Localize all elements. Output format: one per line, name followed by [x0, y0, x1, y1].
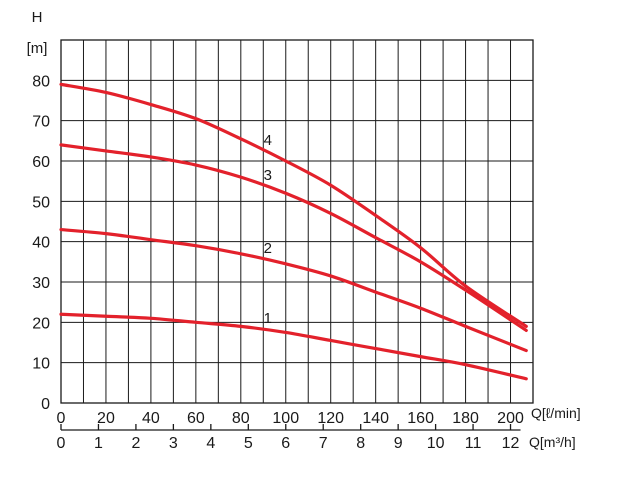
series-line-3 — [59, 143, 528, 332]
series-label-1: 1 — [264, 310, 272, 327]
series-group: 1 2 3 4 — [59, 82, 528, 381]
series-label-2: 2 — [264, 240, 272, 257]
x-tick-label: 120 — [317, 410, 344, 427]
y-tick-label: 60 — [32, 154, 50, 171]
y-tick-label: 0 — [41, 396, 50, 413]
y-tick-label: 30 — [32, 275, 50, 292]
y-axis-label: H — [32, 9, 43, 26]
labels: H [m] Q[ℓ/min] Q[m³/h] — [27, 9, 581, 450]
y-tick-label: 40 — [32, 235, 50, 252]
series-line-4 — [59, 82, 528, 328]
grid — [60, 39, 534, 404]
y-tick-label: 70 — [32, 114, 50, 131]
y-axis-unit: [m] — [27, 40, 48, 57]
x-tick-label: 60 — [187, 410, 205, 427]
plot-frame — [60, 39, 534, 404]
x2-tick-label: 8 — [356, 435, 365, 452]
x2-tick-label: 12 — [502, 435, 520, 452]
x2-tick-label: 4 — [206, 435, 215, 452]
series-label-4: 4 — [264, 132, 272, 149]
x2-tick-label: 3 — [169, 435, 178, 452]
x-tick-label: 160 — [407, 410, 434, 427]
x-tick-label: 180 — [452, 410, 479, 427]
series-line-1 — [59, 312, 528, 381]
x-tick-label: 100 — [272, 410, 299, 427]
x-tick-label: 20 — [97, 410, 115, 427]
x2-tick-label: 5 — [244, 435, 253, 452]
x2-tick-label: 1 — [94, 435, 103, 452]
y-tick-label: 20 — [32, 315, 50, 332]
x-tick-label: 40 — [142, 410, 160, 427]
x2-tick-label: 9 — [394, 435, 403, 452]
x-tick-label: 0 — [57, 410, 66, 427]
y-tick-label: 80 — [32, 73, 50, 90]
series-line-2 — [59, 227, 528, 353]
x-tick-label: 200 — [497, 410, 524, 427]
y-tick-label: 10 — [32, 356, 50, 373]
x2-tick-label: 11 — [465, 435, 482, 452]
x2-tick-label: 10 — [427, 435, 445, 452]
x2-axis-label: Q[m³/h] — [529, 434, 576, 450]
y-tick-label: 50 — [32, 194, 50, 211]
series-label-3: 3 — [264, 167, 272, 184]
x-tick-label: 80 — [232, 410, 250, 427]
x-tick-label: 140 — [362, 410, 389, 427]
x2-tick-label: 7 — [319, 435, 328, 452]
x-axis-label: Q[ℓ/min] — [531, 405, 581, 421]
x2-tick-label: 0 — [57, 435, 66, 452]
x2-tick-label: 2 — [131, 435, 140, 452]
x2-tick-label: 6 — [281, 435, 290, 452]
